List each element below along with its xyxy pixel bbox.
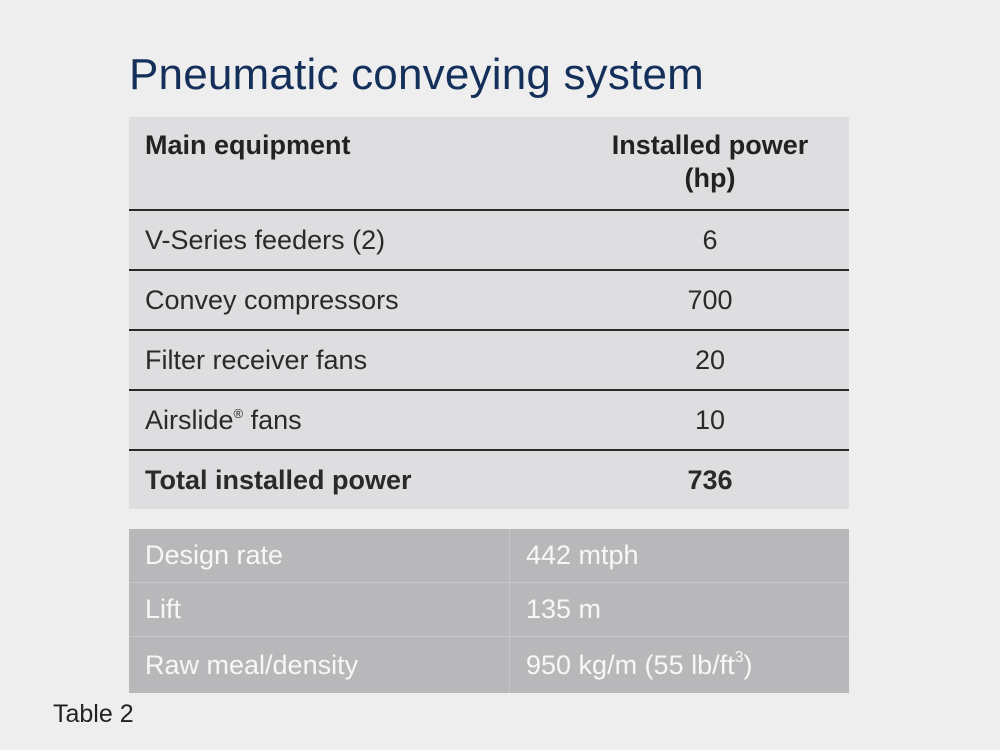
specs-table: Design rate 442 mtph Lift 135 m Raw meal… [129,529,849,693]
registered-trademark-mark: ® [233,405,244,421]
table-row: Convey compressors 700 [129,270,849,331]
table-caption: Table 2 [53,700,134,728]
spec-row: Design rate 442 mtph [129,529,849,583]
spec-value-suffix: ) [743,650,753,680]
table-row: V-Series feeders (2) 6 [129,210,849,271]
installed-power-value: 6 [571,210,849,271]
spec-value-superscript: 3 [734,649,744,666]
spec-label: Raw meal/density [129,636,510,693]
header-installed-power: Installed power (hp) [571,117,849,211]
equipment-name-text: Airslide [145,404,234,435]
table-header-row: Main equipment Installed power (hp) [129,117,849,211]
spec-value: 950 kg/m (55 lb/ft3) [510,637,850,694]
page-title: Pneumatic conveying system [129,50,705,99]
table-row: Airslide® fans 10 [129,390,849,451]
equipment-name: Filter receiver fans [129,330,571,391]
installed-power-value: 700 [571,270,849,331]
equipment-power-table: Main equipment Installed power (hp) V-Se… [129,117,849,509]
header-installed-power-unit: (hp) [684,163,736,193]
spec-label: Lift [129,582,510,637]
total-label: Total installed power [145,464,412,495]
spec-label: Design rate [129,529,510,583]
equipment-name: Airslide® fans [129,390,571,451]
equipment-name: V-Series feeders (2) [129,210,571,271]
spec-value-text: 950 kg/m (55 lb/ft [526,650,735,680]
header-main-equipment: Main equipment [129,117,571,211]
spec-row: Raw meal/density 950 kg/m (55 lb/ft3) [129,636,850,694]
installed-power-value: 20 [571,330,849,391]
spec-row: Lift 135 m [129,582,849,637]
total-row: Total installed power 736 [129,450,849,509]
header-installed-power-label: Installed power [611,130,809,160]
table-row: Filter receiver fans 20 [129,330,849,391]
spec-value: 442 mtph [509,529,849,583]
installed-power-value: 10 [571,390,849,451]
total-power-value: 736 [687,464,733,495]
equipment-name: Convey compressors [129,270,571,331]
spec-value: 135 m [509,582,849,637]
equipment-name-suffix: fans [243,404,302,435]
